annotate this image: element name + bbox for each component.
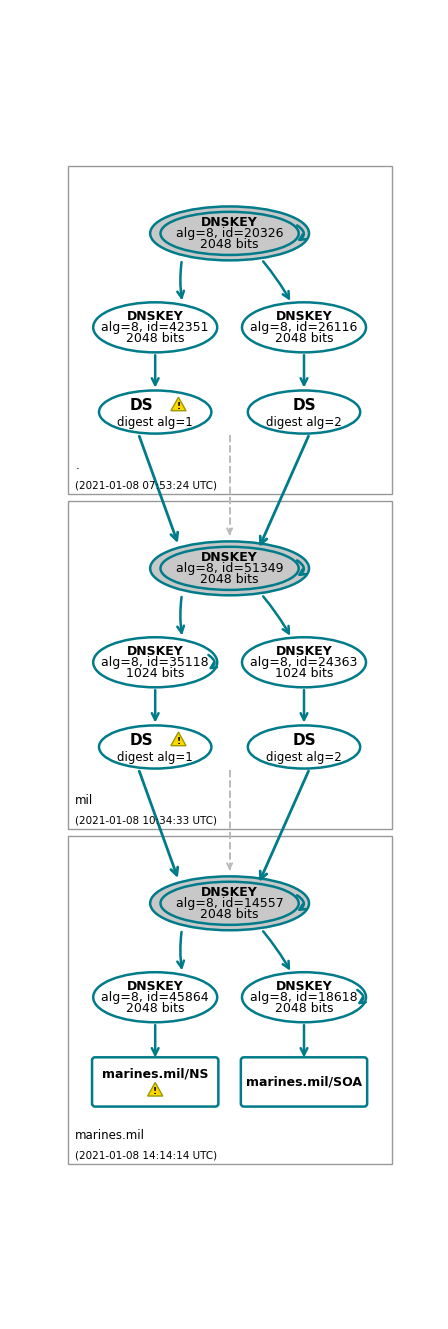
Text: DNSKEY: DNSKEY — [201, 215, 258, 229]
FancyBboxPatch shape — [241, 1058, 367, 1107]
Text: alg=8, id=42351: alg=8, id=42351 — [101, 320, 209, 334]
Ellipse shape — [160, 881, 299, 925]
Text: alg=8, id=51349: alg=8, id=51349 — [176, 562, 283, 575]
Text: DNSKEY: DNSKEY — [276, 979, 332, 993]
Text: DNSKEY: DNSKEY — [127, 310, 184, 323]
Polygon shape — [148, 1083, 163, 1096]
Ellipse shape — [160, 211, 299, 255]
Ellipse shape — [93, 302, 217, 352]
Text: !: ! — [153, 1087, 157, 1096]
Text: alg=8, id=24363: alg=8, id=24363 — [250, 655, 358, 668]
Text: (2021-01-08 14:14:14 UTC): (2021-01-08 14:14:14 UTC) — [75, 1150, 217, 1160]
Text: digest alg=2: digest alg=2 — [266, 416, 342, 429]
Text: 2048 bits: 2048 bits — [200, 908, 259, 921]
Bar — [68, 166, 392, 494]
Text: DS: DS — [292, 399, 316, 413]
Text: 1024 bits: 1024 bits — [275, 667, 333, 680]
Ellipse shape — [248, 391, 360, 433]
Text: digest alg=2: digest alg=2 — [266, 751, 342, 764]
Ellipse shape — [150, 541, 309, 595]
Text: 2048 bits: 2048 bits — [200, 573, 259, 586]
Ellipse shape — [242, 302, 366, 352]
Text: marines.mil/NS: marines.mil/NS — [102, 1067, 208, 1080]
Text: DS: DS — [292, 734, 316, 748]
Text: 2048 bits: 2048 bits — [275, 1002, 333, 1015]
Text: alg=8, id=45864: alg=8, id=45864 — [101, 990, 209, 1003]
Text: 2048 bits: 2048 bits — [275, 332, 333, 346]
Text: alg=8, id=14557: alg=8, id=14557 — [176, 897, 284, 910]
Text: alg=8, id=35118: alg=8, id=35118 — [101, 655, 209, 668]
Ellipse shape — [93, 638, 217, 687]
Text: DNSKEY: DNSKEY — [201, 885, 258, 898]
Text: DS: DS — [129, 734, 153, 748]
Text: DNSKEY: DNSKEY — [201, 550, 258, 563]
Text: digest alg=1: digest alg=1 — [117, 416, 193, 429]
Text: 2048 bits: 2048 bits — [200, 238, 259, 251]
Text: mil: mil — [75, 795, 94, 808]
Ellipse shape — [160, 546, 299, 590]
Ellipse shape — [248, 726, 360, 768]
Text: marines.mil/SOA: marines.mil/SOA — [246, 1075, 362, 1088]
FancyBboxPatch shape — [92, 1058, 218, 1107]
Ellipse shape — [99, 391, 211, 433]
Text: (2021-01-08 10:34:33 UTC): (2021-01-08 10:34:33 UTC) — [75, 815, 217, 825]
Text: 2048 bits: 2048 bits — [126, 1002, 185, 1015]
Ellipse shape — [150, 876, 309, 930]
Ellipse shape — [99, 726, 211, 768]
Text: DNSKEY: DNSKEY — [276, 310, 332, 323]
Text: alg=8, id=18618: alg=8, id=18618 — [250, 990, 358, 1003]
Text: !: ! — [177, 736, 181, 746]
Text: DNSKEY: DNSKEY — [127, 979, 184, 993]
Text: digest alg=1: digest alg=1 — [117, 751, 193, 764]
Bar — [68, 501, 392, 829]
Text: alg=8, id=20326: alg=8, id=20326 — [176, 227, 283, 241]
Ellipse shape — [242, 973, 366, 1022]
Text: DNSKEY: DNSKEY — [127, 645, 184, 658]
Polygon shape — [171, 397, 186, 411]
Text: marines.mil: marines.mil — [75, 1130, 145, 1143]
Text: !: ! — [177, 401, 181, 411]
Ellipse shape — [242, 638, 366, 687]
Text: .: . — [75, 460, 79, 472]
Text: DS: DS — [129, 399, 153, 413]
Text: 2048 bits: 2048 bits — [126, 332, 185, 346]
Polygon shape — [171, 732, 186, 746]
Text: alg=8, id=26116: alg=8, id=26116 — [250, 320, 358, 334]
Bar — [68, 836, 392, 1164]
Text: DNSKEY: DNSKEY — [276, 645, 332, 658]
Text: 1024 bits: 1024 bits — [126, 667, 185, 680]
Ellipse shape — [93, 973, 217, 1022]
Text: (2021-01-08 07:53:24 UTC): (2021-01-08 07:53:24 UTC) — [75, 480, 217, 490]
Ellipse shape — [150, 206, 309, 260]
